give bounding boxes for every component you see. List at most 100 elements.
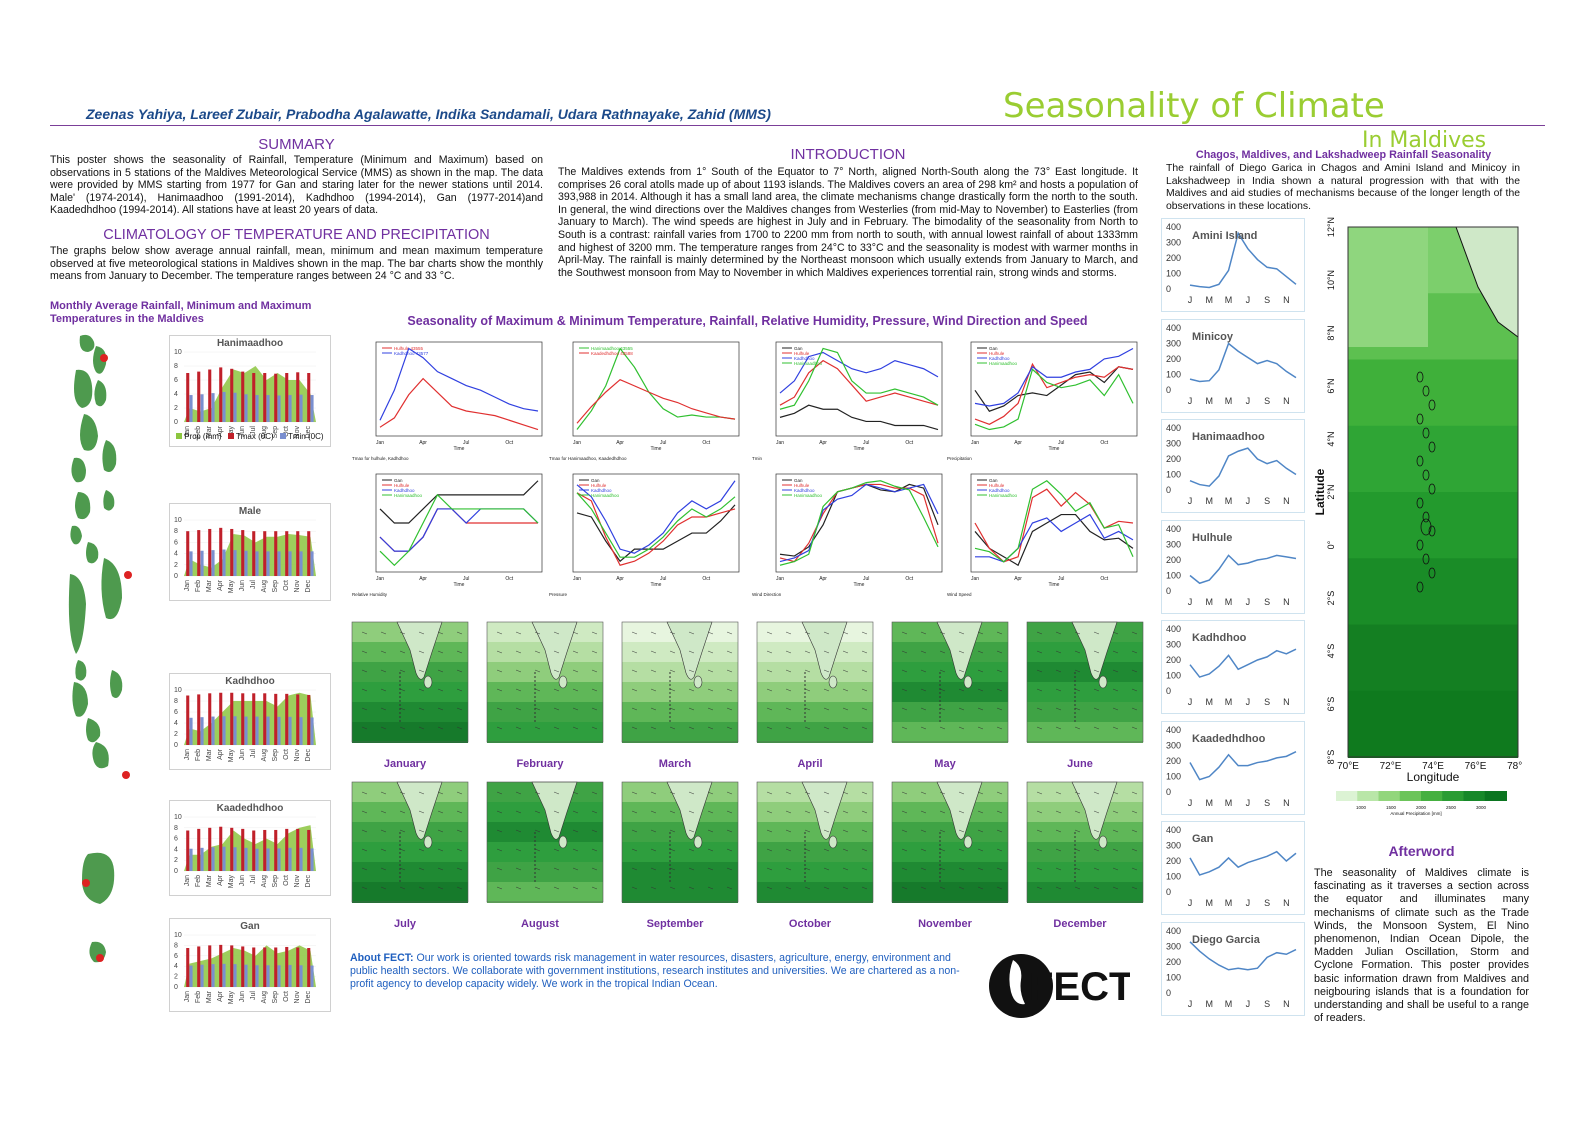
wind-vector [418,867,425,871]
wind-vector [688,688,695,692]
y-tick-label: 0 [1166,485,1171,495]
station-name: Hanimaadhoo [1192,431,1265,443]
wind-vector [726,791,733,795]
x-tick-label: Aug [261,991,268,1004]
wind-vector [842,867,849,871]
y-tick-label: 0 [1166,787,1171,797]
wind-vector [456,886,463,890]
wind-vector [418,650,425,654]
rainfall-band [487,842,603,863]
wind-vector [669,791,676,795]
sri-lanka [423,835,433,849]
wind-vector [707,707,714,711]
wind-vector [688,791,695,795]
wind-vector [437,810,444,814]
tmax-bar [263,947,267,987]
chagos-text: The rainfall of Diego Garica in Chagos a… [1166,163,1520,212]
y-tick-label: 4 [174,720,178,727]
wind-vector [1055,631,1062,635]
wind-vector [842,707,849,711]
wind-vector [901,669,908,673]
wind-vector [456,631,463,635]
x-tick-label: M [1225,396,1233,406]
y-tick-label: 2 [174,731,178,738]
wind-vector [650,688,657,692]
wind-vector [939,726,946,730]
wind-vector [534,886,541,890]
rainfall-band [1027,642,1143,663]
atoll-outline [1416,413,1424,425]
series-line [779,483,939,563]
atoll [82,852,115,904]
wind-vector [650,726,657,730]
station-chart-gan: Gan 0 2 4 6 8 10 Jan Feb Mar Apr May Jun Jul Aug Sep Oct… [169,918,331,1012]
wind-vector [496,810,503,814]
wind-vector [823,726,830,730]
x-tick-label: M [1225,496,1233,506]
tmin-bar [222,391,226,422]
map-frame [891,621,1009,743]
legend-label: Kadhdhoo [989,356,1010,361]
wind-vector [534,707,541,711]
y-tick-label: 4°N [1326,431,1336,446]
x-axis-label: Time [454,446,465,452]
x-tick-label: Jan [573,440,581,446]
legend-label: Hanimaadhoo 43555 [591,346,633,351]
tmax-bar [219,367,223,422]
x-tick-label: Oct [905,576,913,582]
wind-vector [958,669,965,673]
wind-vector [842,726,849,730]
india-landmass [801,781,848,840]
wind-vector [418,631,425,635]
rainfall-band [352,722,468,743]
wind-vector [553,631,560,635]
wind-vector [920,631,927,635]
wind-vector [766,848,773,852]
wind-vector [456,848,463,852]
rainfall-band [487,662,603,683]
wind-vector [496,688,503,692]
introduction-text: The Maldives extends from 1° South of th… [558,166,1138,279]
afterword-text: The seasonality of Maldives climate is f… [1314,867,1529,1025]
x-tick-label: M [1206,898,1214,908]
wind-vector [1036,848,1043,852]
month-map-april: April [745,618,875,778]
wind-vector [726,810,733,814]
x-tick-label: Oct [905,440,913,446]
wind-vector [1131,867,1138,871]
chart-caption: Precipitation [947,456,972,461]
legend-label: Hanimaadhoo [989,493,1018,498]
wind-vector [437,631,444,635]
wind-vector [901,791,908,795]
wind-vector [823,669,830,673]
station-name: Gan [240,921,259,932]
rainfall-band [892,822,1008,843]
month-label: November [918,918,972,930]
y-tick-label: 0 [1166,586,1171,596]
x-tick-label: S [1264,295,1270,305]
wind-vector [380,650,387,654]
tmin-bar [277,848,281,871]
wind-vector [804,707,811,711]
wind-vector [939,650,946,654]
wind-vector [804,886,811,890]
tmax-bar [230,945,234,987]
x-tick-label: S [1264,999,1270,1009]
wind-vector [534,848,541,852]
x-tick-label: Feb [195,749,202,761]
y-tick-label: 8 [174,698,178,705]
tmax-bar [219,692,223,745]
atoll-outline [1422,385,1430,397]
wind-vector [669,688,676,692]
x-tick-label: J [1246,496,1251,506]
wind-vector [399,810,406,814]
month-map-december: December [1015,778,1145,938]
wind-vector [361,669,368,673]
wind-map-svg [351,781,469,903]
wind-vector [842,810,849,814]
wind-vector [456,791,463,795]
station-chart-male: Male 0 2 4 6 8 10 Jan Feb Mar Apr May Jun Jul Aug Sep Oc… [169,503,331,601]
wind-vector [437,829,444,833]
wind-vector [1112,688,1119,692]
y-tick-label: 200 [1166,555,1181,565]
